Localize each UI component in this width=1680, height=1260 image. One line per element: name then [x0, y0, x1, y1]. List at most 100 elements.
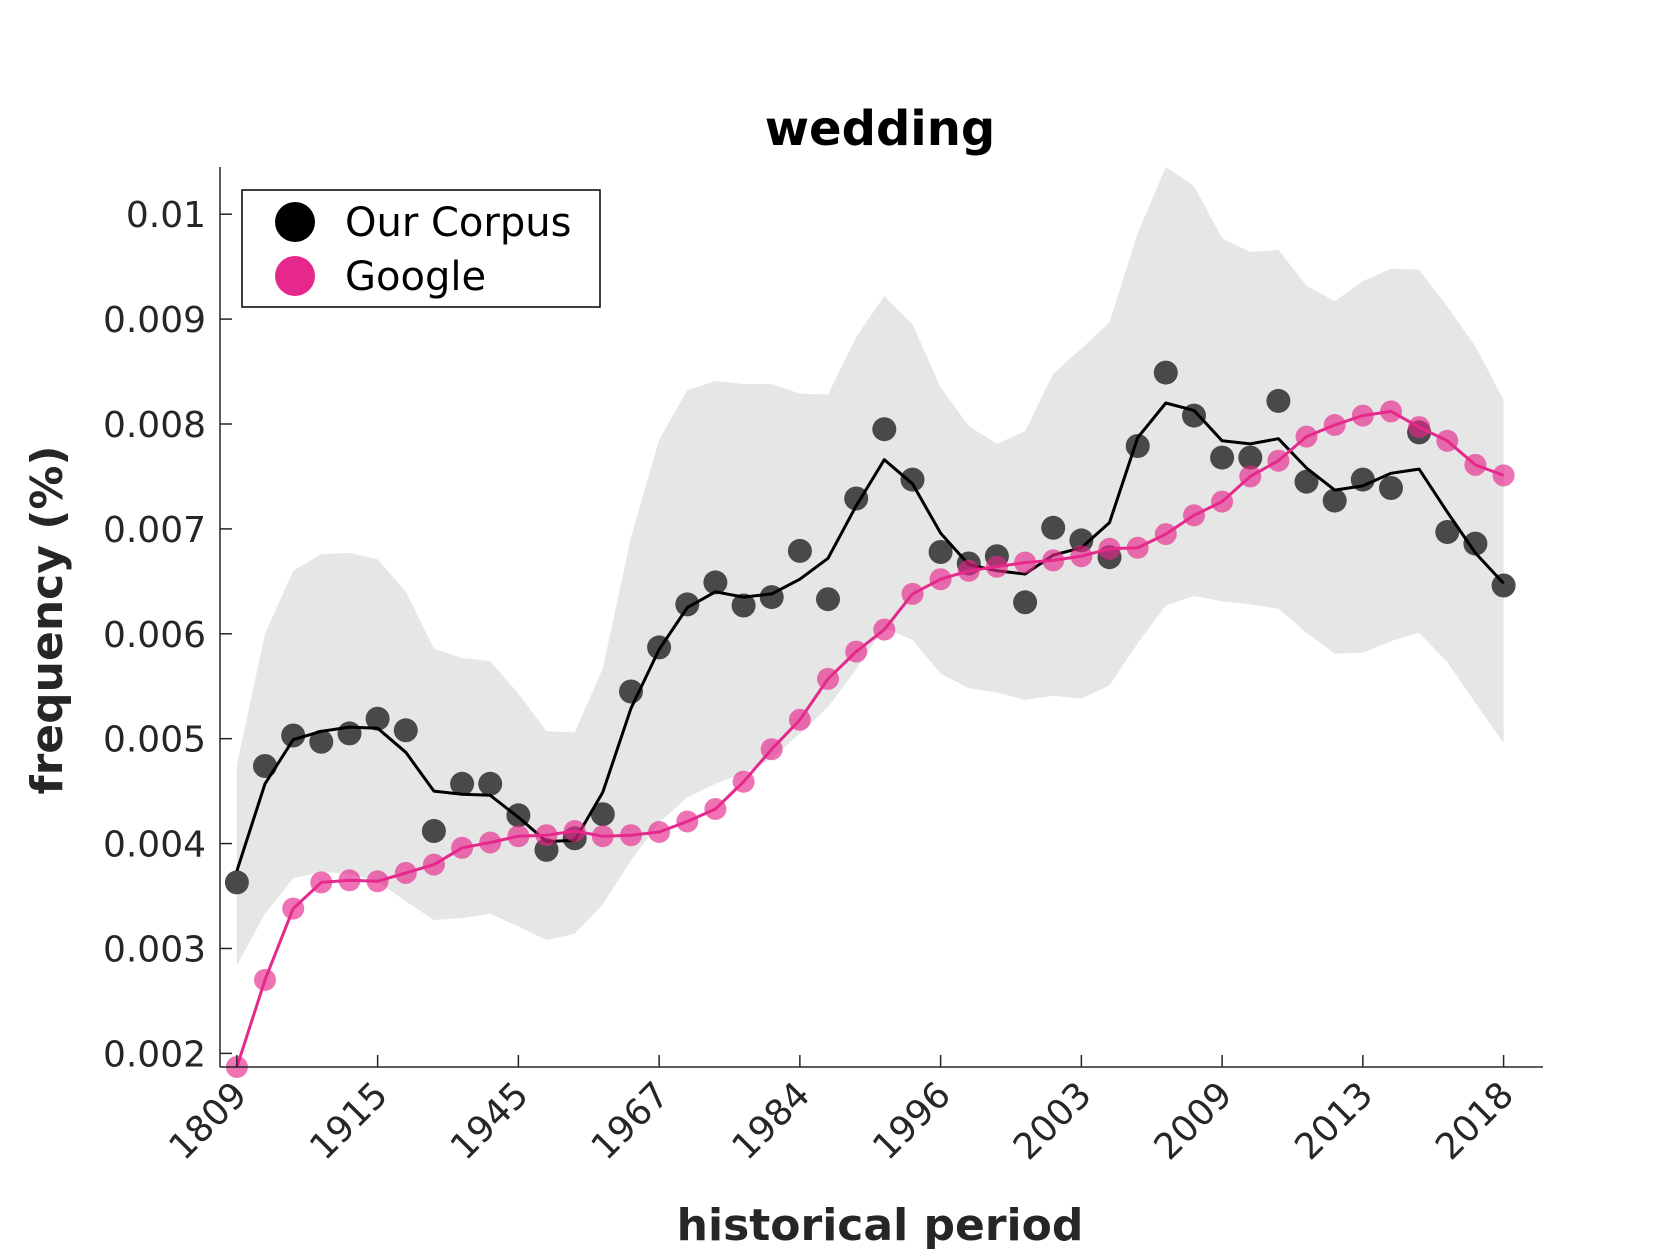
- y-tick-label: 0.01: [126, 195, 206, 236]
- google-point: [1436, 429, 1459, 452]
- google-point: [788, 708, 811, 731]
- google-point: [535, 824, 558, 847]
- our-corpus-point: [337, 721, 362, 746]
- y-tick-label: 0.002: [103, 1034, 206, 1075]
- google-point: [620, 824, 642, 847]
- our-corpus-point: [1435, 520, 1460, 544]
- chart-title: wedding: [765, 101, 996, 157]
- google-point: [1380, 400, 1402, 423]
- y-tick-label: 0.008: [103, 405, 206, 446]
- y-tick-label: 0.004: [103, 825, 206, 866]
- google-point: [1464, 453, 1487, 476]
- our-corpus-point: [590, 802, 615, 827]
- google-point: [451, 836, 474, 859]
- our-corpus-point: [928, 540, 953, 564]
- our-corpus-point: [1069, 528, 1094, 553]
- google-point: [1154, 523, 1177, 546]
- google-point: [929, 568, 952, 591]
- legend-marker-google: [275, 256, 315, 296]
- our-corpus-point: [1041, 515, 1066, 540]
- google-point: [704, 798, 727, 820]
- y-tick-label: 0.003: [103, 929, 206, 970]
- google-point: [394, 861, 417, 884]
- our-corpus-point: [703, 570, 728, 595]
- google-point: [422, 853, 445, 876]
- confidence-band-layer: [236, 167, 1504, 966]
- google-point: [985, 555, 1008, 578]
- y-tick-label: 0.007: [103, 510, 206, 551]
- our-corpus-point: [787, 538, 812, 563]
- google-point: [676, 810, 699, 833]
- our-corpus-point: [1379, 476, 1403, 500]
- our-corpus-point: [1463, 531, 1488, 556]
- google-point: [1492, 464, 1515, 487]
- our-corpus-point: [421, 819, 446, 843]
- google-point: [282, 897, 305, 920]
- google-point: [366, 870, 389, 893]
- legend-label-our-corpus: Our Corpus: [345, 200, 571, 246]
- google-point: [760, 738, 783, 761]
- google-point: [1211, 490, 1234, 513]
- our-corpus-point: [281, 723, 306, 748]
- our-corpus-point: [731, 593, 756, 618]
- our-corpus-point: [393, 718, 418, 743]
- google-point: [507, 825, 530, 848]
- google-point: [1183, 504, 1205, 527]
- legend: Our Corpus Google: [241, 189, 601, 308]
- google-point: [1126, 536, 1149, 559]
- google-point: [338, 869, 361, 892]
- our-corpus-point: [1322, 488, 1347, 513]
- our-corpus-point: [872, 417, 897, 442]
- our-corpus-line: [235, 401, 1505, 872]
- google-point: [1042, 549, 1065, 572]
- google-point: [479, 831, 502, 854]
- google-point: [1014, 551, 1037, 574]
- google-line: [235, 409, 1505, 1068]
- google-point: [563, 820, 586, 842]
- google-point: [817, 667, 839, 690]
- google-point: [254, 968, 276, 991]
- google-point: [732, 770, 755, 793]
- google-point: [1295, 425, 1318, 448]
- our-corpus-point: [450, 771, 475, 796]
- our-corpus-point: [253, 754, 277, 778]
- our-corpus-point: [675, 592, 700, 617]
- x-axis-title: historical period: [677, 1200, 1084, 1251]
- google-point: [1351, 404, 1374, 427]
- our-corpus-point: [1491, 573, 1516, 598]
- google-point: [957, 559, 980, 582]
- confidence-band: [236, 167, 1504, 966]
- our-corpus-point: [900, 467, 925, 492]
- google-point: [1408, 416, 1431, 439]
- google-point: [1070, 545, 1093, 568]
- our-corpus-point: [1153, 360, 1178, 385]
- our-corpus-point: [478, 771, 503, 796]
- our-corpus-point: [309, 729, 334, 754]
- google-point: [591, 825, 614, 848]
- y-axis-title: frequency (%): [22, 445, 73, 794]
- series-layer: [224, 360, 1516, 1078]
- legend-marker-our-corpus: [275, 202, 315, 242]
- google-point: [845, 640, 868, 663]
- google-point: [648, 821, 671, 843]
- our-corpus-point: [224, 870, 249, 895]
- google-point: [873, 618, 896, 641]
- google-point: [310, 871, 333, 894]
- y-tick-label: 0.005: [103, 720, 206, 761]
- y-tick-label: 0.006: [103, 615, 206, 656]
- google-point: [1098, 537, 1121, 560]
- our-corpus-point: [1210, 445, 1235, 470]
- google-point: [1323, 414, 1346, 436]
- our-corpus-point: [365, 706, 390, 731]
- google-point: [1267, 449, 1290, 472]
- legend-label-google: Google: [345, 254, 486, 300]
- our-corpus-point: [1013, 590, 1038, 615]
- our-corpus-point: [816, 587, 840, 612]
- our-corpus-point: [1266, 388, 1291, 413]
- y-tick-label: 0.009: [103, 300, 206, 341]
- our-corpus-point: [1294, 469, 1319, 494]
- our-corpus-point: [1238, 445, 1263, 470]
- our-corpus-point: [844, 486, 869, 511]
- google-point: [901, 582, 924, 605]
